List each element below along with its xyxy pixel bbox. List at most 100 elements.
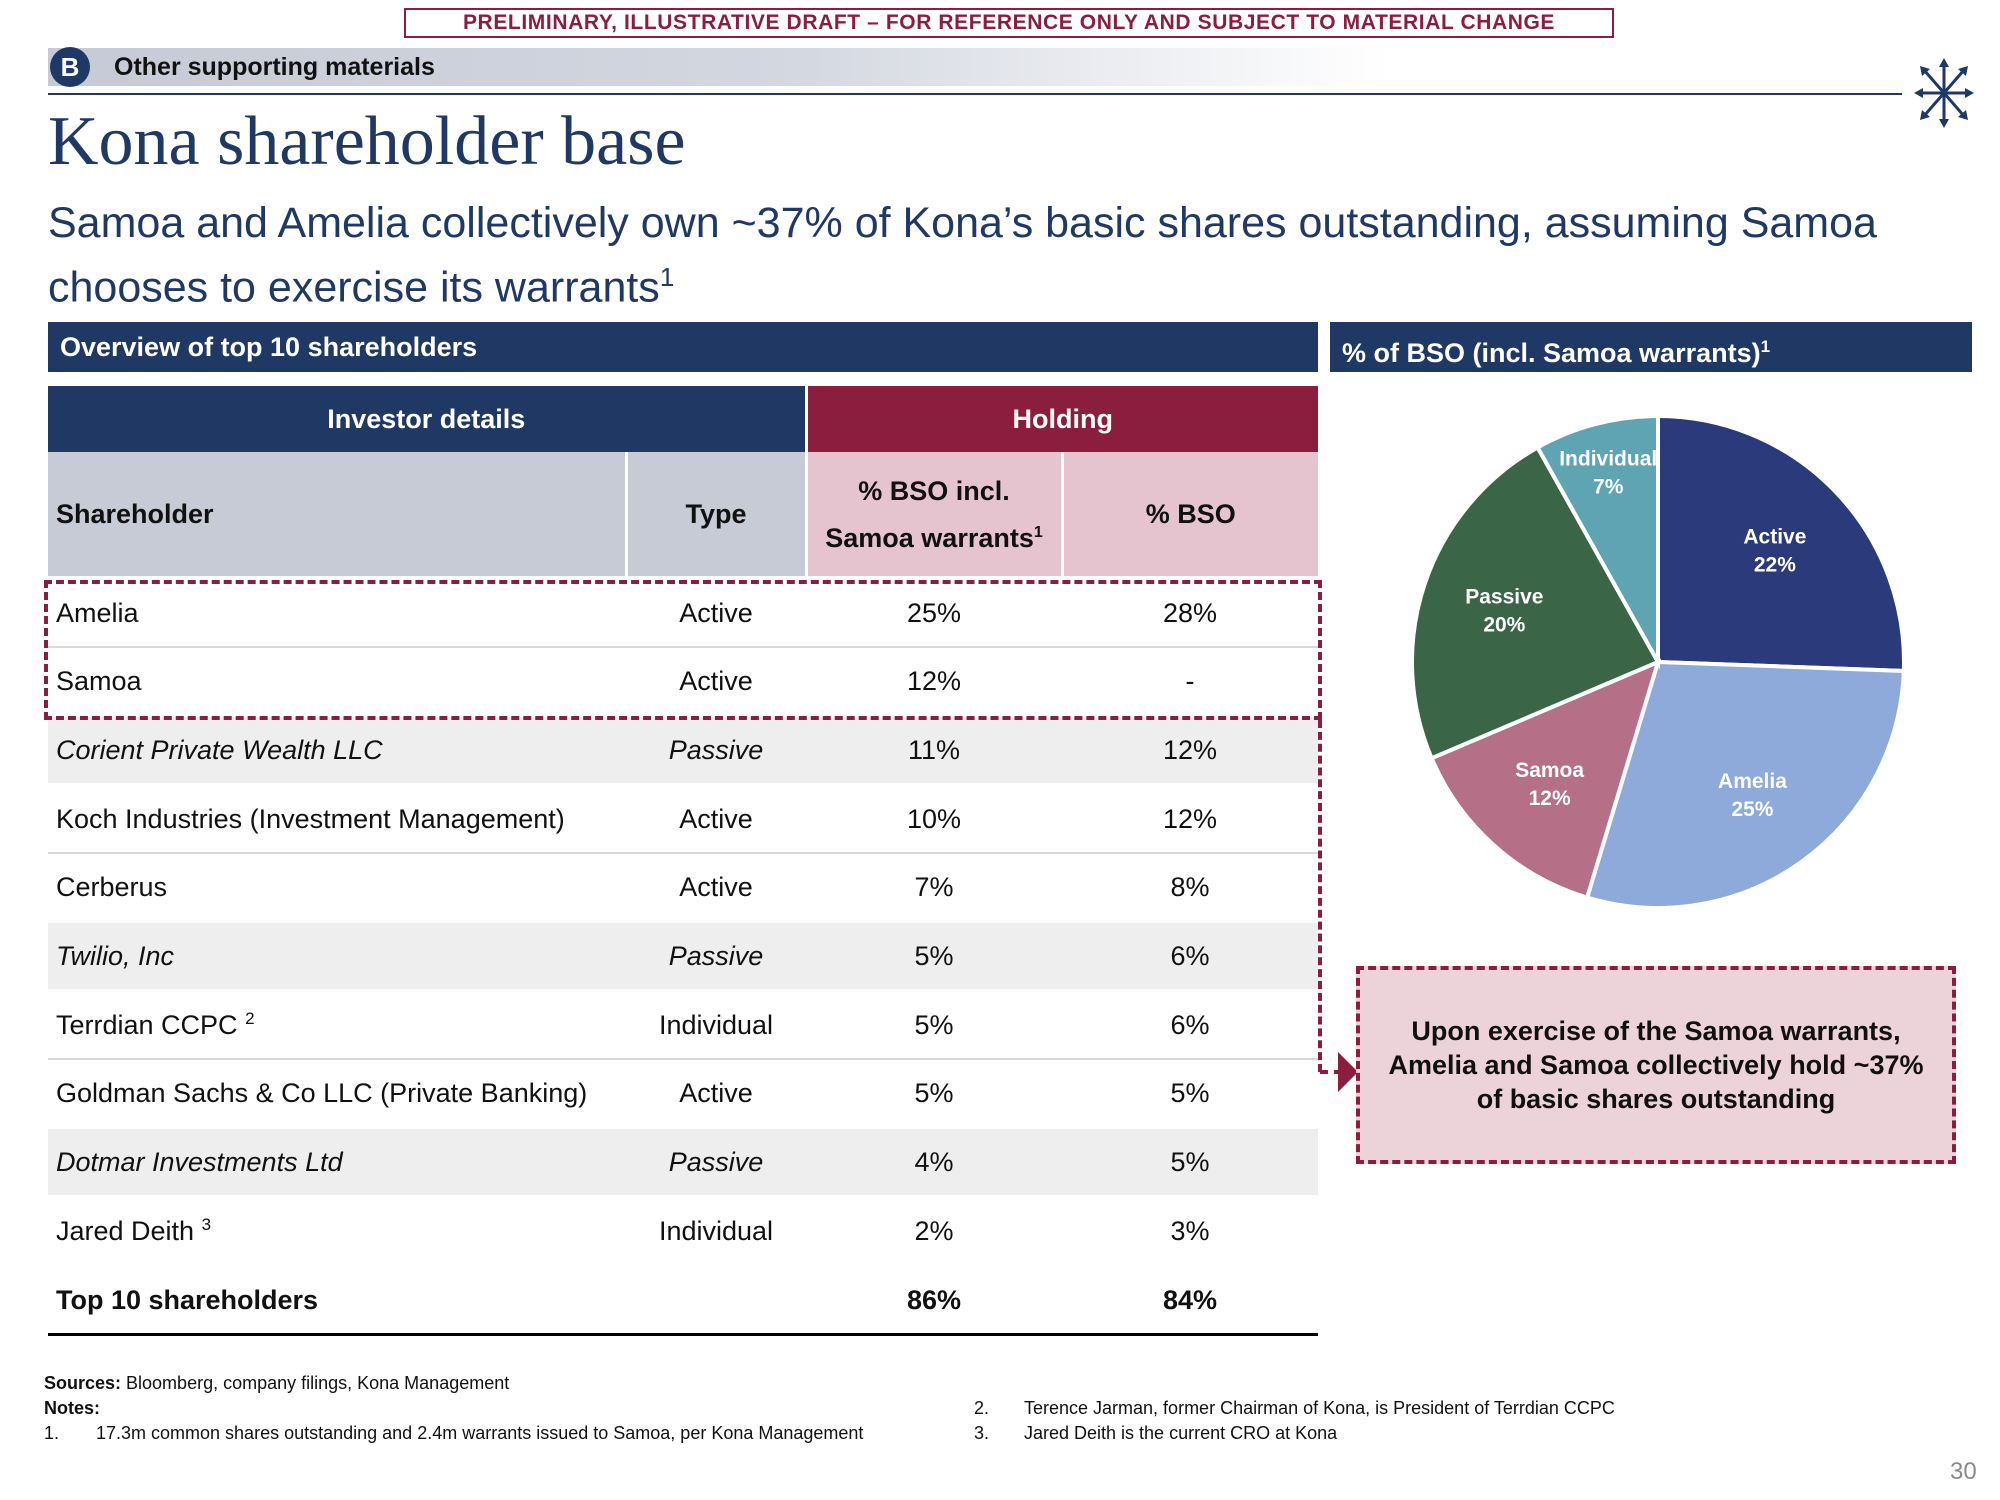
pie-label-active-value: 22% [1754, 553, 1796, 576]
right-panel-footnote: 1 [1760, 337, 1771, 356]
bso-value: 12% [1062, 784, 1319, 854]
col-type: Type [626, 452, 808, 576]
pie-label-samoa-name: Samoa [1515, 759, 1584, 782]
bso-value: 8% [1062, 853, 1319, 923]
pie-label-amelia-value: 25% [1731, 798, 1773, 821]
col-bso: % BSO [1062, 452, 1319, 576]
sources-line: Sources: Bloomberg, company filings, Kon… [44, 1371, 509, 1395]
table-row: Terrdian CCPC 2 Individual 5% 6% [48, 990, 1319, 1060]
table-group-header-row: Investor details Holding [48, 386, 1319, 452]
col-bso-incl-footnote: 1 [1033, 523, 1043, 541]
col-bso-incl-warrants: % BSO incl. Samoa warrants1 [806, 452, 1064, 576]
table-row: Goldman Sachs & Co LLC (Private Banking)… [48, 1059, 1319, 1129]
pie-label-active-name: Active [1743, 525, 1806, 548]
total-row: Top 10 shareholders 86% 84% [48, 1264, 1319, 1336]
shareholder-type: Active [626, 1059, 807, 1129]
pie-slice-samoa [1428, 658, 1662, 901]
sources-label: Sources: [44, 1373, 122, 1393]
page-title: Kona shareholder base [48, 103, 686, 180]
left-panel-title: Overview of top 10 shareholders [60, 332, 478, 362]
company-logo-icon [1914, 58, 1974, 128]
callout-arrow-icon [1338, 1052, 1358, 1092]
total-bso-incl: 86% [806, 1264, 1063, 1336]
total-bso: 84% [1062, 1264, 1319, 1336]
header-divider [48, 93, 1902, 95]
table-row: Dotmar Investments Ltd Passive 4% 5% [48, 1127, 1319, 1198]
shareholder-type: Passive [626, 921, 807, 992]
section-label: Other supporting materials [114, 53, 435, 81]
right-panel-header: % of BSO (incl. Samoa warrants)1 [1330, 322, 1972, 372]
bso-value: 28% [1062, 580, 1319, 648]
col-shareholder: Shareholder [48, 452, 628, 576]
shareholder-type: Active [626, 784, 807, 854]
holding-header: Holding [806, 386, 1319, 452]
note-3-text: Jared Deith is the current CRO at Kona [1024, 1423, 1338, 1443]
bso-incl-value: 25% [806, 580, 1063, 648]
bso-incl-value: 5% [806, 990, 1063, 1060]
pie-slice-individual [1534, 413, 1660, 670]
shareholder-name: Jared Deith 3 [48, 1196, 626, 1267]
bso-value: 5% [1062, 1059, 1319, 1129]
shareholder-name: Corient Private Wealth LLC [48, 715, 626, 786]
bso-incl-value: 12% [806, 647, 1063, 717]
table-row: Twilio, Inc Passive 5% 6% [48, 921, 1319, 992]
shareholder-type: Passive [626, 1127, 807, 1198]
bso-incl-value: 7% [806, 853, 1063, 923]
table-row: Cerberus Active 7% 8% [48, 853, 1319, 923]
bso-incl-value: 10% [806, 784, 1063, 854]
section-badge: B [50, 47, 90, 87]
pie-slice-active [1656, 413, 1906, 674]
bso-incl-value: 5% [806, 1059, 1063, 1129]
table-row: Koch Industries (Investment Management) … [48, 784, 1319, 854]
shareholder-name: Amelia [48, 580, 626, 648]
shareholder-type: Active [626, 647, 807, 717]
shareholder-name-text: Jared Deith [56, 1216, 195, 1246]
col-bso-incl-line1: % BSO incl. [858, 475, 1010, 506]
shareholders-table: Investor details Holding Shareholder Typ… [48, 386, 1319, 1336]
shareholder-type: Active [626, 580, 807, 648]
shareholder-name: Samoa [48, 647, 626, 717]
bso-value: 3% [1062, 1196, 1319, 1267]
shareholder-type: Individual [626, 1196, 807, 1267]
page-number: 30 [1950, 1458, 1977, 1485]
pie-slice-amelia [1584, 659, 1906, 910]
footnote-marker: 3 [201, 1215, 212, 1234]
highlight-connector-line [1318, 720, 1322, 1072]
shareholder-name: Cerberus [48, 853, 626, 923]
table-row: Jared Deith 3 Individual 2% 3% [48, 1196, 1319, 1267]
investor-details-header: Investor details [48, 386, 808, 452]
note-3-number: 3. [974, 1423, 990, 1443]
total-label: Top 10 shareholders [48, 1264, 626, 1336]
bso-incl-value: 5% [806, 921, 1063, 992]
sources-text: Bloomberg, company filings, Kona Managem… [121, 1373, 510, 1393]
pie-label-passive-name: Passive [1465, 586, 1543, 609]
table-row: Samoa Active 12% - [48, 647, 1319, 717]
shareholder-name-text: Terrdian CCPC [56, 1010, 238, 1040]
footnote-marker: 2 [245, 1009, 255, 1028]
shareholder-type: Individual [626, 990, 807, 1060]
bso-incl-value: 2% [806, 1196, 1063, 1267]
note-1-number: 1. [44, 1423, 60, 1443]
warrant-exercise-callout: Upon exercise of the Samoa warrants, Ame… [1356, 966, 1956, 1164]
subtitle-text: Samoa and Amelia collectively own ~37% o… [48, 199, 1877, 312]
subtitle-footnote: 1 [659, 262, 675, 292]
note-2-number: 2. [974, 1398, 990, 1418]
note-1-text: 17.3m common shares outstanding and 2.4m… [96, 1423, 864, 1443]
bso-incl-value: 4% [806, 1127, 1063, 1198]
shareholder-type: Active [626, 853, 807, 923]
table-row: Amelia Active 25% 28% [48, 580, 1319, 648]
draft-banner: PRELIMINARY, ILLUSTRATIVE DRAFT – FOR RE… [404, 8, 1614, 38]
shareholder-name: Dotmar Investments Ltd [48, 1127, 626, 1198]
pie-slice-passive [1410, 444, 1661, 761]
table-column-header-row: Shareholder Type % BSO incl. Samoa warra… [48, 452, 1319, 576]
bso-value: 12% [1062, 715, 1319, 786]
table-row: Corient Private Wealth LLC Passive 11% 1… [48, 715, 1319, 786]
bso-value: 6% [1062, 990, 1319, 1060]
pie-label-individual-value: 7% [1593, 476, 1624, 499]
pie-label-samoa-value: 12% [1529, 787, 1571, 810]
highlight-connector-tail [1320, 1070, 1342, 1074]
left-panel-header: Overview of top 10 shareholders [48, 322, 1318, 372]
bso-incl-value: 11% [806, 715, 1063, 786]
bso-value: 6% [1062, 921, 1319, 992]
note-2-text: Terence Jarman, former Chairman of Kona,… [1024, 1398, 1615, 1418]
